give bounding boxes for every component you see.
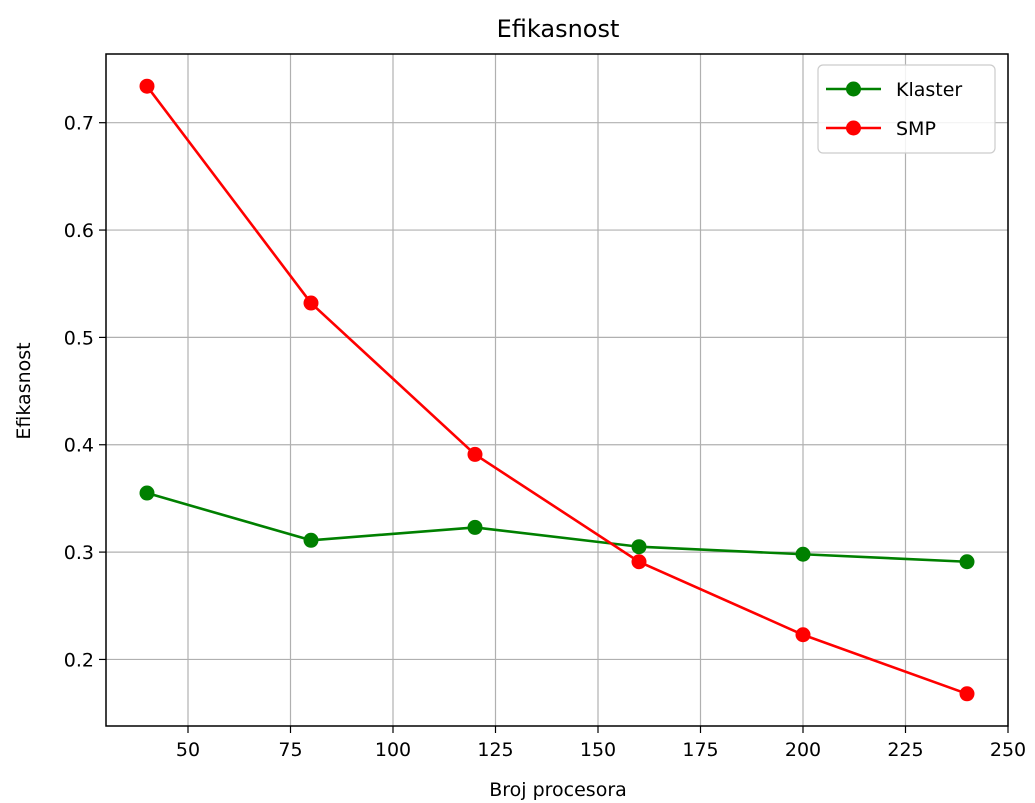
legend-label-klaster: Klaster <box>896 79 962 101</box>
x-tick-label: 250 <box>990 739 1026 761</box>
legend-marker-klaster <box>846 81 861 97</box>
legend-entry-klaster: Klaster <box>826 79 962 101</box>
series-line-klaster <box>146 491 968 564</box>
y-tick-label: 0.7 <box>64 113 94 135</box>
x-tick-label: 175 <box>682 739 718 761</box>
x-tick-label: 125 <box>477 739 513 761</box>
legend-marker-smp <box>846 120 861 136</box>
data-point-smp <box>631 554 647 570</box>
tick-layer: 50 75 100 125 150 175 200 225 250 0.2 0.3 0.4 0.5 0.6… <box>64 113 1026 761</box>
data-point-smp <box>303 295 319 311</box>
legend-label-smp: SMP <box>896 118 936 140</box>
series-layer <box>139 78 975 702</box>
y-axis-label: Efikasnost <box>13 342 35 439</box>
data-point-smp <box>959 686 975 702</box>
x-tick-label: 150 <box>580 739 616 761</box>
y-tick-label: 0.4 <box>64 435 94 457</box>
data-point-klaster <box>139 485 155 501</box>
data-point-klaster <box>631 539 647 555</box>
data-point-klaster <box>795 546 811 562</box>
x-tick-label: 100 <box>375 739 411 761</box>
plot-frame <box>105 53 1009 727</box>
y-tick-label: 0.6 <box>64 220 94 242</box>
x-tick-label: 50 <box>176 739 200 761</box>
legend-entry-smp: SMP <box>826 118 936 140</box>
data-point-klaster <box>467 519 483 535</box>
legend: Klaster SMP <box>817 64 996 154</box>
series-klaster <box>139 485 975 570</box>
data-point-klaster <box>303 532 319 548</box>
data-point-smp <box>795 627 811 643</box>
series-line-smp <box>145 85 968 696</box>
data-point-smp <box>467 446 483 462</box>
chart-title: Efikasnost <box>497 15 620 43</box>
x-tick-label: 200 <box>785 739 821 761</box>
data-point-smp <box>139 78 155 94</box>
data-point-klaster <box>959 554 975 570</box>
y-tick-label: 0.5 <box>64 327 94 349</box>
series-smp <box>139 78 975 702</box>
x-tick-label: 225 <box>887 739 923 761</box>
y-tick-label: 0.2 <box>64 649 94 671</box>
legend-box <box>817 64 996 154</box>
x-tick-label: 75 <box>278 739 302 761</box>
x-axis-label: Broj procesora <box>489 779 627 801</box>
y-tick-label: 0.3 <box>64 542 94 564</box>
